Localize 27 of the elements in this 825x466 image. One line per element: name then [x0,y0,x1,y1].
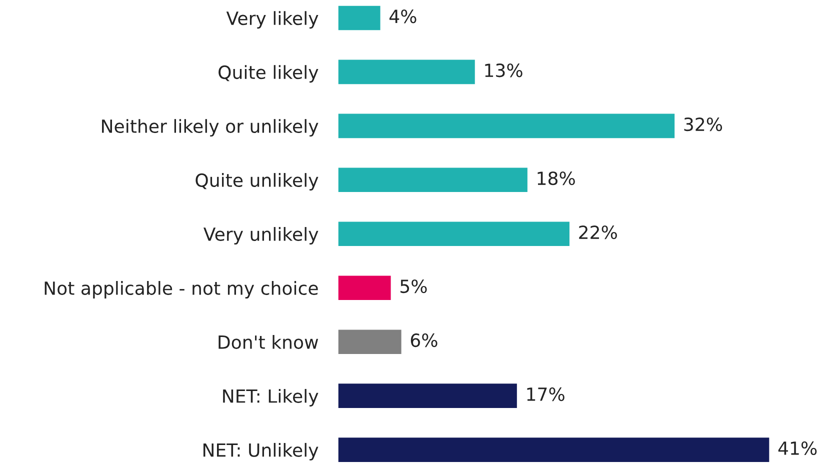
data-label: 5% [400,279,427,294]
data-label: 41% [778,441,817,456]
y-tick-label: NET: Unlikely [203,442,318,460]
data-label: 13% [485,64,522,78]
bar [338,438,770,462]
data-label: 17% [527,387,564,402]
bar [338,6,380,30]
y-tick-label: Quite unlikely [196,173,318,191]
y-tick-label: NET: Likely [223,388,318,406]
y-tick-label: Very likely [226,11,318,29]
data-label: 18% [538,171,575,186]
data-label: 22% [579,225,617,240]
y-tick-label: Don't know [218,334,318,349]
bar [338,114,675,138]
bar [338,168,528,192]
bar [338,384,517,408]
bar [338,330,402,354]
bar [338,276,391,300]
bar [338,60,475,84]
data-label: 32% [684,118,722,132]
data-label: 6% [410,333,438,348]
y-tick-label: Neither likely or unlikely [102,119,318,137]
data-label: 4% [390,10,416,24]
y-tick-label: Quite likely [218,65,318,83]
y-tick-label: Not applicable - not my choice [44,281,318,298]
y-tick-label: Very unlikely [204,227,318,245]
bar [338,222,570,246]
